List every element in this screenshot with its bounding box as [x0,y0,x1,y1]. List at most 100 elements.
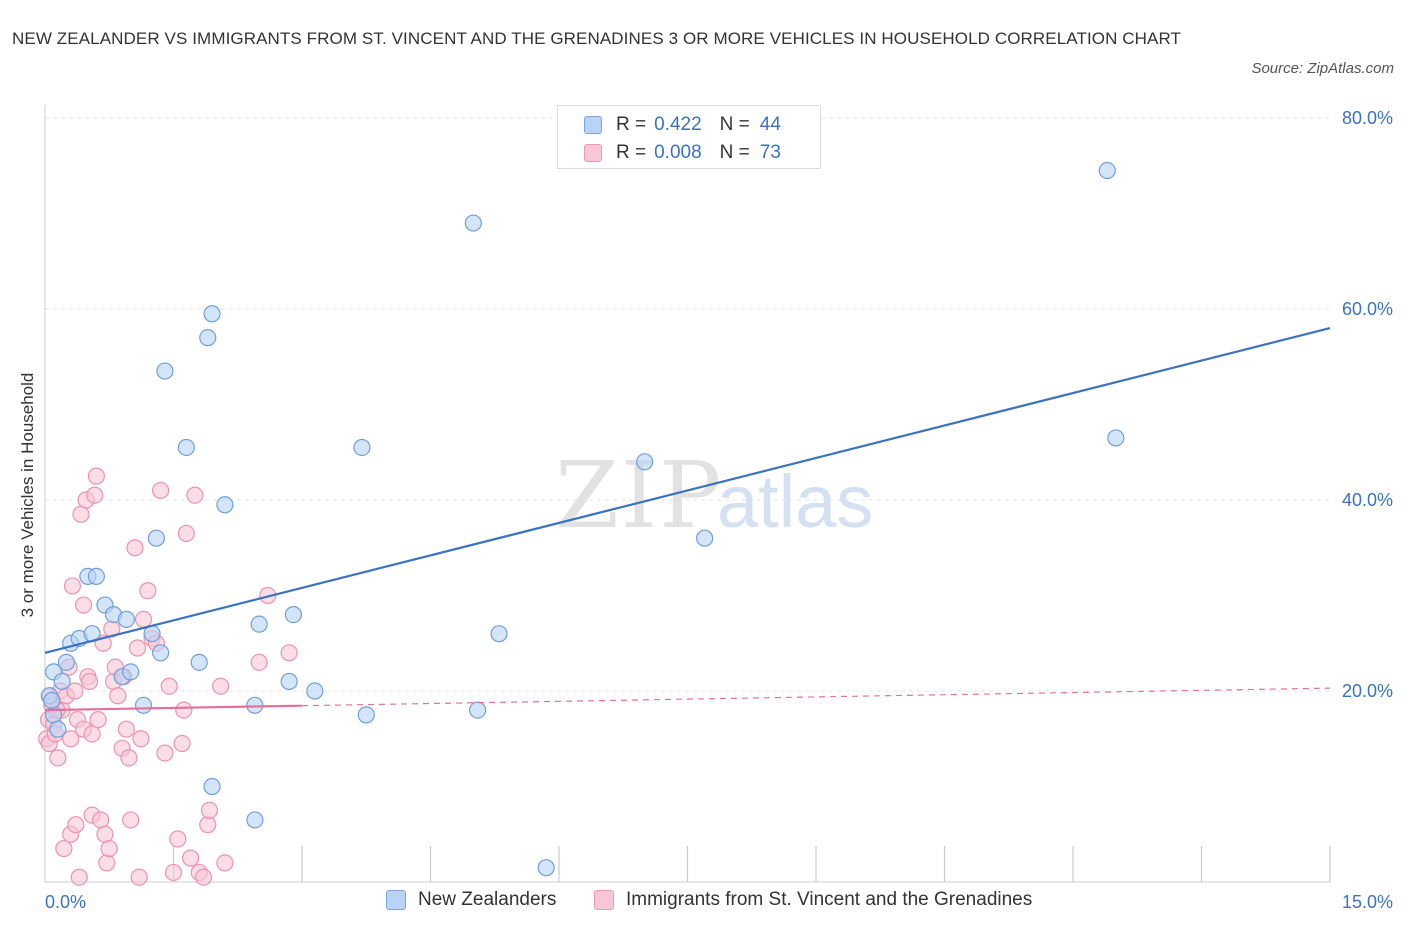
point-immigrants [164,863,183,882]
point-new-zealanders [49,720,67,738]
point-immigrants [92,811,110,829]
point-new-zealanders [199,329,217,347]
point-new-zealanders [537,859,555,877]
point-new-zealanders [87,567,106,586]
point-immigrants [212,677,230,695]
y-tick-label: 60.0% [1342,299,1393,319]
chart-title: NEW ZEALANDER VS IMMIGRANTS FROM ST. VIN… [12,29,1182,48]
point-new-zealanders [203,305,221,323]
point-immigrants [83,725,101,743]
watermark: ZIP atlas [555,442,873,549]
point-immigrants [109,687,127,705]
trend-lines [44,327,1331,712]
point-new-zealanders [306,682,324,700]
point-new-zealanders [216,496,234,514]
point-immigrants [216,854,234,872]
point-immigrants [117,720,135,738]
legend-item-new-zealanders: New Zealanders [386,889,556,911]
point-new-zealanders [177,438,195,457]
point-immigrants [200,801,219,819]
point-immigrants [63,577,82,595]
point-new-zealanders [469,701,487,719]
point-immigrants [152,481,170,500]
point-new-zealanders [122,663,140,681]
point-immigrants [74,596,93,614]
point-new-zealanders [1107,429,1125,447]
y-tick-label: 80.0% [1342,108,1393,128]
point-immigrants [126,539,144,557]
point-immigrants [160,677,178,695]
x-tick-label: 0.0% [45,892,86,912]
point-immigrants [62,730,80,748]
legend-swatch-blue [386,890,406,910]
point-new-zealanders [53,672,71,691]
legend-r-value: 0.422 [654,114,702,135]
legend-r-value: 0.008 [654,142,702,163]
legend-n-label: N = [719,114,750,135]
point-immigrants [89,711,107,729]
legend-n-value: 44 [759,114,781,135]
point-new-zealanders [246,811,264,829]
stats-legend: R = 0.422 N = 44 R = 0.008 N = 73 [557,105,821,169]
y-tick-label: 20.0% [1342,681,1393,701]
legend-r-label: R = [616,142,647,163]
point-new-zealanders [152,644,170,662]
point-new-zealanders [134,696,153,714]
y-axis-label: 3 or more Vehicles in Household [18,372,37,618]
point-immigrants [194,868,213,886]
point-immigrants [132,730,150,748]
point-immigrants [122,811,140,829]
tick-labels: 20.0% 40.0% 60.0% 80.0% 0.0% 15.0% [45,108,1393,912]
trend-line-immigrants [44,704,303,712]
point-immigrants [100,839,118,858]
y-tick-label: 40.0% [1342,490,1393,510]
watermark-atlas: atlas [717,460,873,543]
point-immigrants [177,524,195,543]
point-new-zealanders [147,529,165,547]
point-immigrants [98,854,116,872]
point-immigrants [72,505,90,523]
point-new-zealanders [696,529,714,547]
point-immigrants [120,749,138,767]
trend-line-new-zealanders [44,327,1331,654]
point-new-zealanders [203,777,221,796]
point-new-zealanders [353,438,371,457]
point-immigrants [199,816,217,834]
point-immigrants [130,868,148,886]
point-immigrants [87,467,106,485]
legend-row-pink: R = 0.008 N = 73 [584,141,781,165]
x-tick-label: 15.0% [1342,892,1393,912]
legend-item-immigrants: Immigrants from St. Vincent and the Gren… [594,889,1032,911]
point-immigrants [182,849,200,867]
series-legend: New Zealanders Immigrants from St. Vince… [0,889,1406,915]
point-immigrants [49,749,67,767]
point-immigrants [156,744,174,762]
point-immigrants [66,682,84,700]
point-immigrants [175,701,193,719]
point-immigrants [80,672,99,691]
point-new-zealanders [43,691,61,710]
point-immigrants [169,830,187,848]
point-new-zealanders [250,615,268,633]
legend-n-value: 73 [759,142,781,163]
point-immigrants [134,610,153,628]
legend-label: New Zealanders [418,889,557,910]
point-new-zealanders [156,362,174,380]
legend-swatch-pink [584,144,602,162]
point-new-zealanders [280,672,298,691]
legend-row-blue: R = 0.422 N = 44 [584,113,781,137]
point-new-zealanders [636,453,654,471]
legend-r-label: R = [616,114,647,135]
point-immigrants [186,486,204,504]
point-immigrants [280,644,298,662]
point-immigrants [250,653,268,671]
point-immigrants [70,868,88,886]
point-immigrants [86,486,104,504]
point-new-zealanders [357,706,375,724]
point-new-zealanders [190,653,208,671]
point-new-zealanders [464,214,482,232]
point-immigrants [139,582,157,600]
point-immigrants [173,734,191,753]
point-new-zealanders [117,610,135,628]
